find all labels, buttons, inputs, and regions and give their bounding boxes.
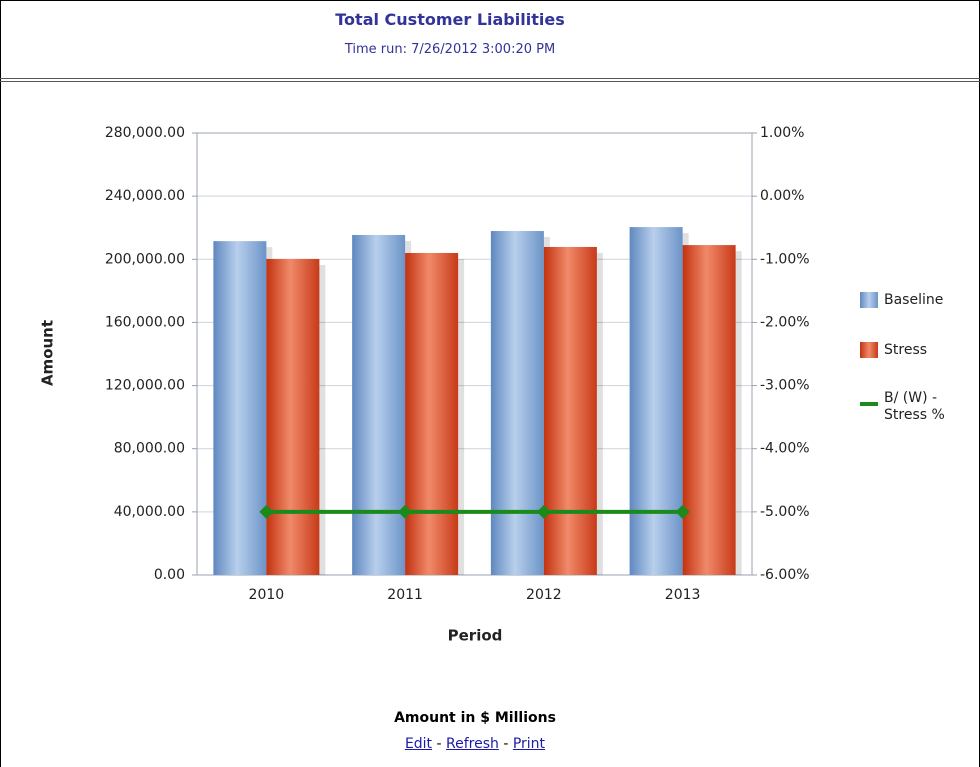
y-tick-label: 160,000.00 bbox=[105, 314, 185, 330]
bar bbox=[405, 252, 459, 575]
y-tick-label: 200,000.00 bbox=[105, 251, 185, 267]
divider bbox=[0, 78, 980, 82]
y2-tick-label: -4.00% bbox=[760, 441, 810, 457]
x-tick-label: 2010 bbox=[249, 587, 285, 603]
y-tick-label: 40,000.00 bbox=[114, 504, 185, 520]
y2-tick-label: -5.00% bbox=[760, 504, 810, 520]
y2-tick-label: 1.00% bbox=[760, 125, 804, 141]
line-marker bbox=[675, 504, 690, 519]
footer-link[interactable]: Edit bbox=[404, 736, 433, 752]
footer-note: Amount in $ Millions bbox=[394, 710, 556, 726]
bar bbox=[266, 258, 320, 575]
y-tick-label: 280,000.00 bbox=[105, 125, 185, 141]
separator: - bbox=[432, 736, 447, 752]
x-tick-label: 2011 bbox=[387, 587, 423, 603]
legend-label: Stress bbox=[884, 342, 928, 358]
legend-item: Baseline bbox=[860, 292, 975, 309]
legend-item: Stress bbox=[860, 342, 975, 359]
footer-links: Edit - Refresh - Print bbox=[0, 736, 950, 752]
bar bbox=[213, 241, 267, 575]
bar bbox=[682, 245, 736, 576]
bar bbox=[543, 246, 597, 576]
bar bbox=[629, 227, 683, 575]
y-tick-label: 120,000.00 bbox=[105, 378, 185, 394]
y-tick-label: 240,000.00 bbox=[105, 188, 185, 204]
y-tick-label: 80,000.00 bbox=[114, 441, 185, 457]
footer-link[interactable]: Refresh bbox=[446, 736, 499, 752]
y2-tick-label: -6.00% bbox=[760, 567, 810, 583]
x-tick-label: 2013 bbox=[665, 587, 701, 603]
y2-tick-label: -1.00% bbox=[760, 251, 810, 267]
legend-label: Baseline bbox=[884, 292, 944, 308]
legend-swatch bbox=[860, 342, 878, 358]
x-axis-label: Period bbox=[448, 627, 503, 645]
line-marker bbox=[398, 504, 413, 519]
y-axis-label: Amount bbox=[39, 320, 57, 386]
y2-tick-label: -2.00% bbox=[760, 314, 810, 330]
legend-label: B/ (W) - Stress % bbox=[884, 390, 945, 423]
line-marker bbox=[259, 504, 274, 519]
plot-frame bbox=[196, 132, 753, 576]
legend-swatch bbox=[860, 292, 878, 308]
bar bbox=[352, 234, 406, 575]
y2-tick-label: -3.00% bbox=[760, 378, 810, 394]
y2-tick-label: 0.00% bbox=[760, 188, 804, 204]
report-title: Total Customer Liabilities bbox=[335, 10, 565, 29]
time-run: Time run: 7/26/2012 3:00:20 PM bbox=[344, 42, 556, 57]
y-tick-label: 0.00 bbox=[154, 567, 185, 583]
x-tick-label: 2012 bbox=[526, 587, 562, 603]
separator: - bbox=[498, 736, 513, 752]
line-marker bbox=[536, 504, 551, 519]
legend-item: B/ (W) - Stress % bbox=[860, 390, 975, 424]
legend-swatch bbox=[860, 396, 878, 412]
bar bbox=[490, 231, 544, 575]
footer-link[interactable]: Print bbox=[512, 736, 546, 752]
